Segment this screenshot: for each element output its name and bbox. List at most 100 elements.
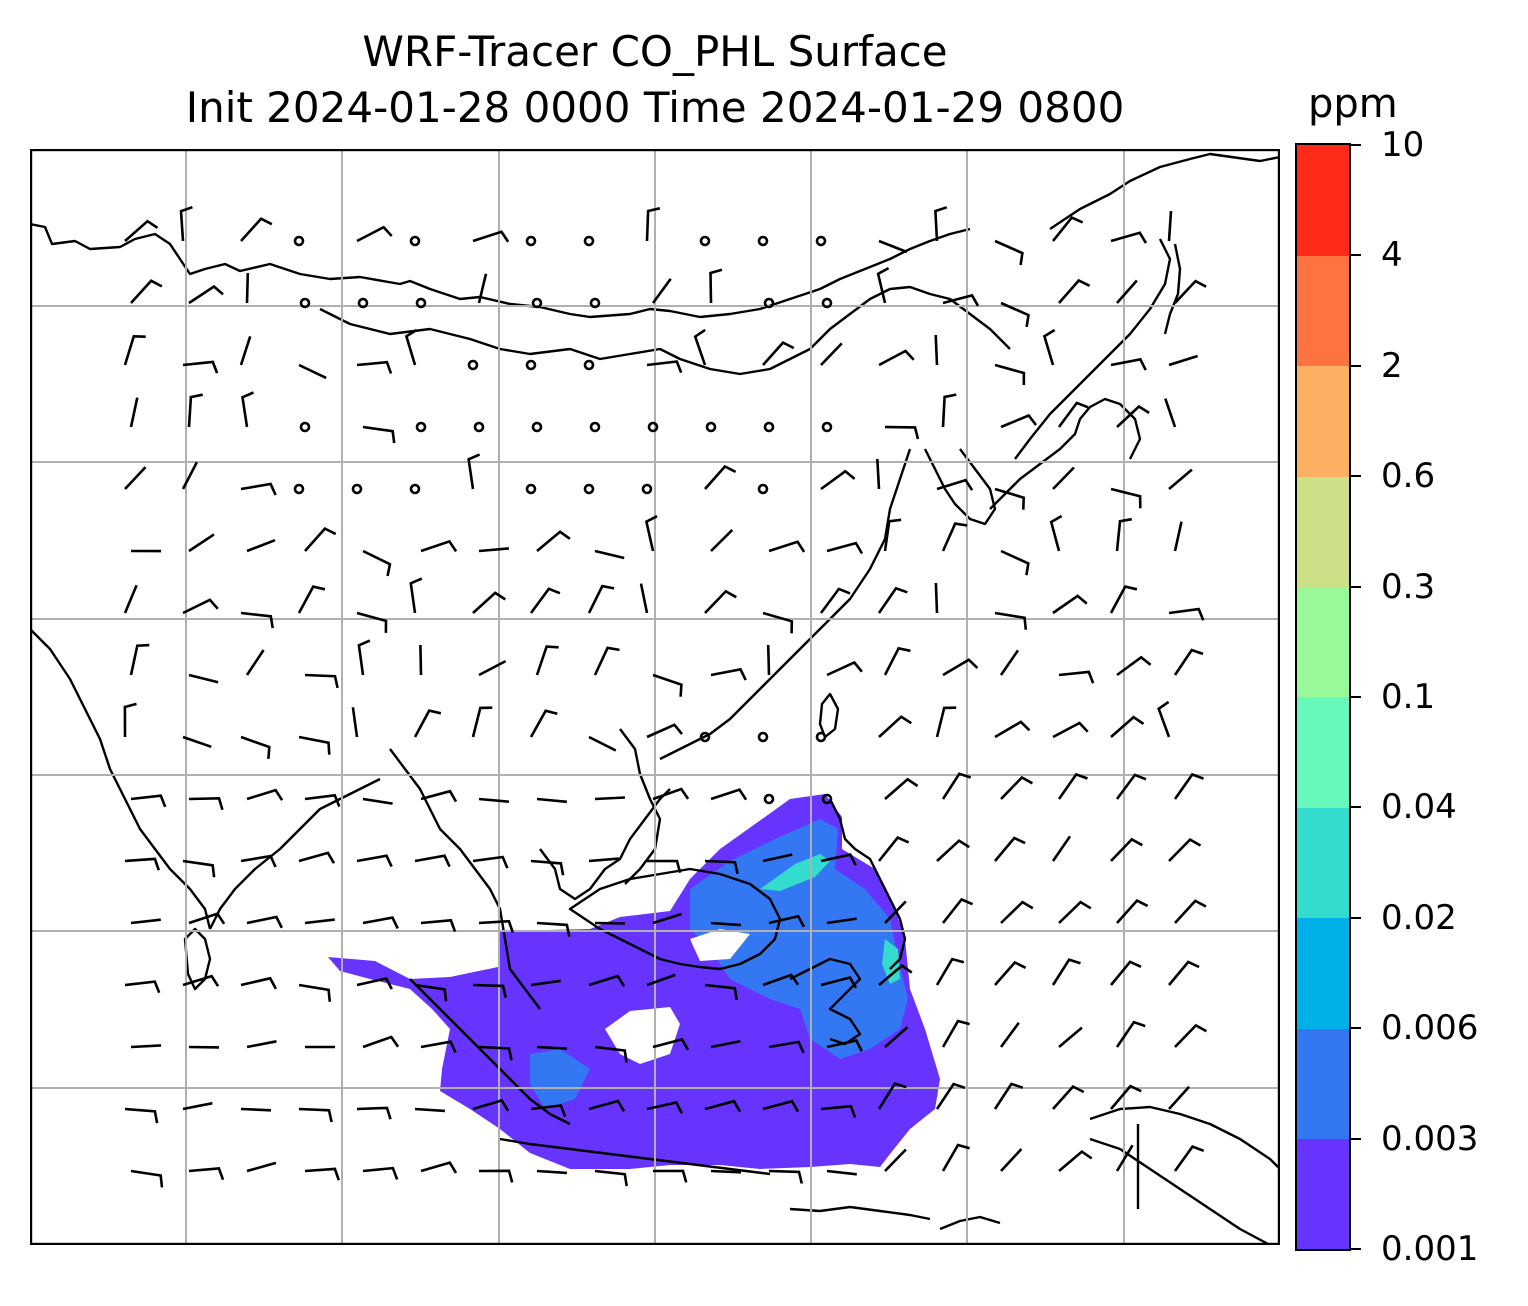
wind-barb	[1116, 404, 1150, 428]
wind-barb	[356, 225, 393, 243]
wind-barb	[936, 839, 970, 862]
colorbar-tick-label: 0.006	[1381, 1008, 1479, 1049]
wind-barb	[646, 360, 683, 374]
wind-barb	[478, 797, 510, 803]
wind-barb	[1058, 670, 1095, 684]
wind-barb	[1058, 900, 1092, 924]
wind-calm-marker	[583, 359, 595, 371]
wind-barb	[1000, 900, 1034, 924]
colorbar-tick-label: 0.1	[1381, 677, 1436, 717]
wind-calm-marker	[357, 297, 369, 309]
gridlines	[30, 149, 1280, 1245]
colorbar-segment	[1297, 586, 1349, 698]
wind-calm-marker	[473, 421, 485, 433]
wind-barb	[536, 921, 571, 937]
wind-barb	[1000, 301, 1030, 328]
wind-barb	[639, 583, 649, 614]
wind-barb	[941, 393, 957, 428]
wind-barb	[768, 1040, 805, 1054]
wind-barb	[182, 360, 219, 374]
wind-barb	[187, 393, 203, 428]
wind-barb	[1110, 1084, 1142, 1110]
wind-barb	[414, 1107, 445, 1113]
wind-barb	[710, 1039, 741, 1049]
wind-barb	[188, 284, 224, 305]
wind-barb	[1051, 216, 1084, 242]
colorbar-tick	[1351, 696, 1361, 698]
wind-barb	[1174, 279, 1207, 304]
wind-barb	[876, 266, 890, 304]
wind-calm-marker	[821, 297, 833, 309]
wind-barb	[1168, 607, 1205, 621]
wind-barb	[1116, 279, 1138, 304]
wind-barb	[130, 918, 161, 925]
wind-barb	[188, 796, 224, 811]
wind-calm-marker	[699, 235, 711, 247]
wind-barb	[934, 334, 939, 366]
wind-barb	[240, 735, 271, 759]
wind-barb	[935, 957, 965, 986]
wind-barb	[877, 586, 908, 614]
wind-barb	[1173, 648, 1204, 676]
colorbar-tick-label: 10	[1381, 125, 1425, 165]
wind-barb	[768, 540, 806, 553]
wind-barb	[1115, 773, 1147, 800]
wind-barb	[304, 1167, 341, 1181]
wind-calm-marker	[763, 421, 775, 433]
wind-barb	[472, 230, 510, 243]
wind-barb	[762, 611, 794, 634]
coast-india	[30, 628, 212, 930]
wind-barb	[304, 793, 341, 807]
wind-barb	[878, 715, 912, 738]
wind-barb	[594, 1045, 628, 1063]
wind-calm-marker	[299, 297, 311, 309]
wind-barb	[826, 1039, 863, 1052]
wind-calm-marker	[705, 421, 717, 433]
colorbar-tick	[1351, 1248, 1361, 1250]
colorbar	[1295, 143, 1351, 1251]
wind-barb	[1116, 898, 1149, 924]
colorbar-segment	[1297, 917, 1349, 1029]
wind-barb	[1173, 772, 1204, 800]
wind-calm-marker	[415, 297, 427, 309]
wind-barb	[1115, 1144, 1134, 1172]
wind-barb	[704, 1099, 742, 1113]
wind-calm-marker	[821, 421, 833, 433]
chart-title-line2: Init 2024-01-28 0000 Time 2024-01-29 080…	[185, 83, 1125, 132]
plume-secondary	[690, 819, 908, 1059]
wind-barb	[240, 482, 277, 496]
wind-barb	[536, 797, 568, 804]
wind-barb	[529, 709, 558, 738]
plume-gap-2	[690, 929, 750, 961]
wind-barb	[652, 1169, 688, 1183]
colorbar-tick	[1351, 1137, 1361, 1140]
wind-barb	[246, 1040, 277, 1049]
wind-barb	[994, 363, 1026, 386]
wind-barb	[766, 644, 771, 676]
colorbar-segment	[1297, 1028, 1349, 1140]
wind-barb	[246, 788, 284, 801]
coast-taiwan	[818, 692, 840, 739]
wind-barb	[478, 659, 507, 677]
wind-barb	[710, 921, 741, 927]
colorbar-tick	[1351, 144, 1361, 146]
wind-barb	[420, 1161, 458, 1174]
wind-barb	[877, 1082, 907, 1110]
coast-korea	[923, 448, 997, 526]
wind-barb	[240, 611, 274, 629]
wind-barb	[529, 587, 561, 614]
wind-barb	[588, 974, 626, 987]
wind-barb	[1173, 1145, 1205, 1172]
wind-barb	[994, 720, 1031, 739]
wind-barb	[123, 584, 138, 614]
wind-barb	[826, 917, 857, 925]
colorbar-tick	[1351, 475, 1361, 478]
wind-barb	[413, 709, 442, 738]
wind-barb	[942, 658, 979, 677]
wind-barb	[1052, 721, 1089, 739]
coast-newguinea	[1089, 1105, 1280, 1170]
colorbar-segment	[1297, 476, 1349, 588]
wind-barb	[240, 976, 278, 990]
wind-barb	[646, 859, 682, 874]
wind-barb	[826, 660, 863, 677]
